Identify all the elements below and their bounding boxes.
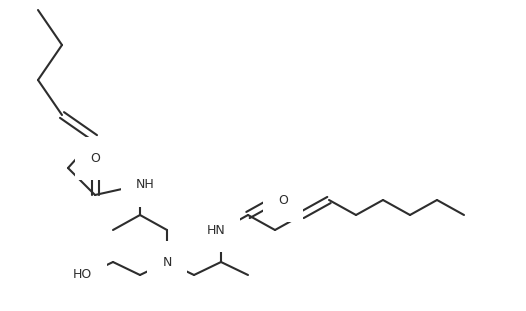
Text: O: O bbox=[90, 151, 100, 165]
Text: HN: HN bbox=[207, 224, 225, 236]
Text: NH: NH bbox=[136, 179, 154, 192]
Text: HO: HO bbox=[73, 268, 92, 281]
Text: N: N bbox=[163, 256, 171, 268]
Text: O: O bbox=[278, 193, 288, 207]
